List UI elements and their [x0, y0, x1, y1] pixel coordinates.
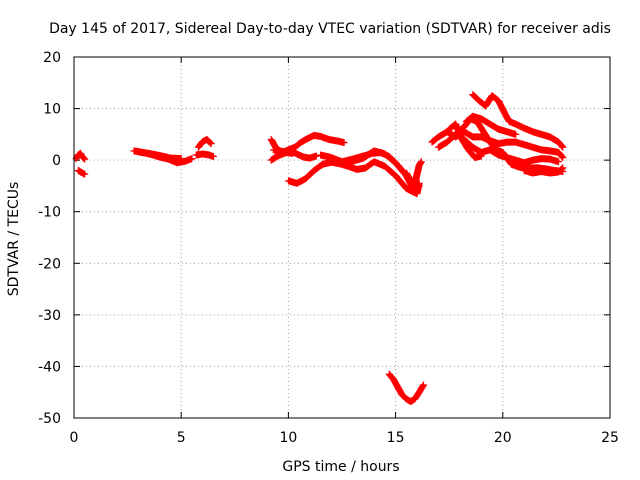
data-segment	[72, 149, 89, 163]
y-tick-label: -30	[38, 308, 61, 324]
plot-area	[72, 91, 567, 405]
data-segment	[194, 136, 215, 151]
data-segment	[269, 146, 297, 157]
y-tick-label: 0	[52, 153, 61, 169]
data-segment	[462, 112, 520, 138]
y-tick-label: -40	[38, 359, 61, 375]
x-tick-label: 5	[177, 430, 186, 446]
x-tick-label: 25	[601, 430, 619, 446]
data-segment	[460, 136, 562, 167]
data-segment	[74, 167, 89, 178]
x-tick-label: 20	[494, 430, 512, 446]
x-tick-label: 10	[279, 430, 297, 446]
x-tick-label: 0	[70, 430, 79, 446]
axis-ticks: 0 5 10 15 20 25 -50 -40 -30 -20 -10 0 10 20	[38, 50, 619, 446]
y-tick-label: 10	[43, 102, 61, 118]
plot-frame	[73, 56, 611, 419]
grid-lines	[74, 57, 610, 418]
x-axis-label: GPS time / hours	[282, 459, 399, 475]
y-tick-label: -10	[38, 205, 61, 221]
chart-title: Day 145 of 2017, Sidereal Day-to-day VTE…	[49, 21, 611, 37]
y-tick-label: -20	[38, 256, 61, 272]
y-tick-label: 20	[43, 50, 61, 66]
data-segment	[284, 158, 423, 198]
data-segment	[469, 91, 567, 151]
data-segment	[402, 158, 425, 187]
data-segment	[192, 150, 217, 160]
y-tick-label: -50	[38, 411, 61, 427]
x-tick-label: 15	[387, 430, 405, 446]
data-segment	[385, 370, 427, 405]
data-segment	[134, 148, 185, 163]
data-segment	[520, 164, 567, 177]
y-axis-label: SDTVAR / TECUs	[6, 182, 22, 297]
